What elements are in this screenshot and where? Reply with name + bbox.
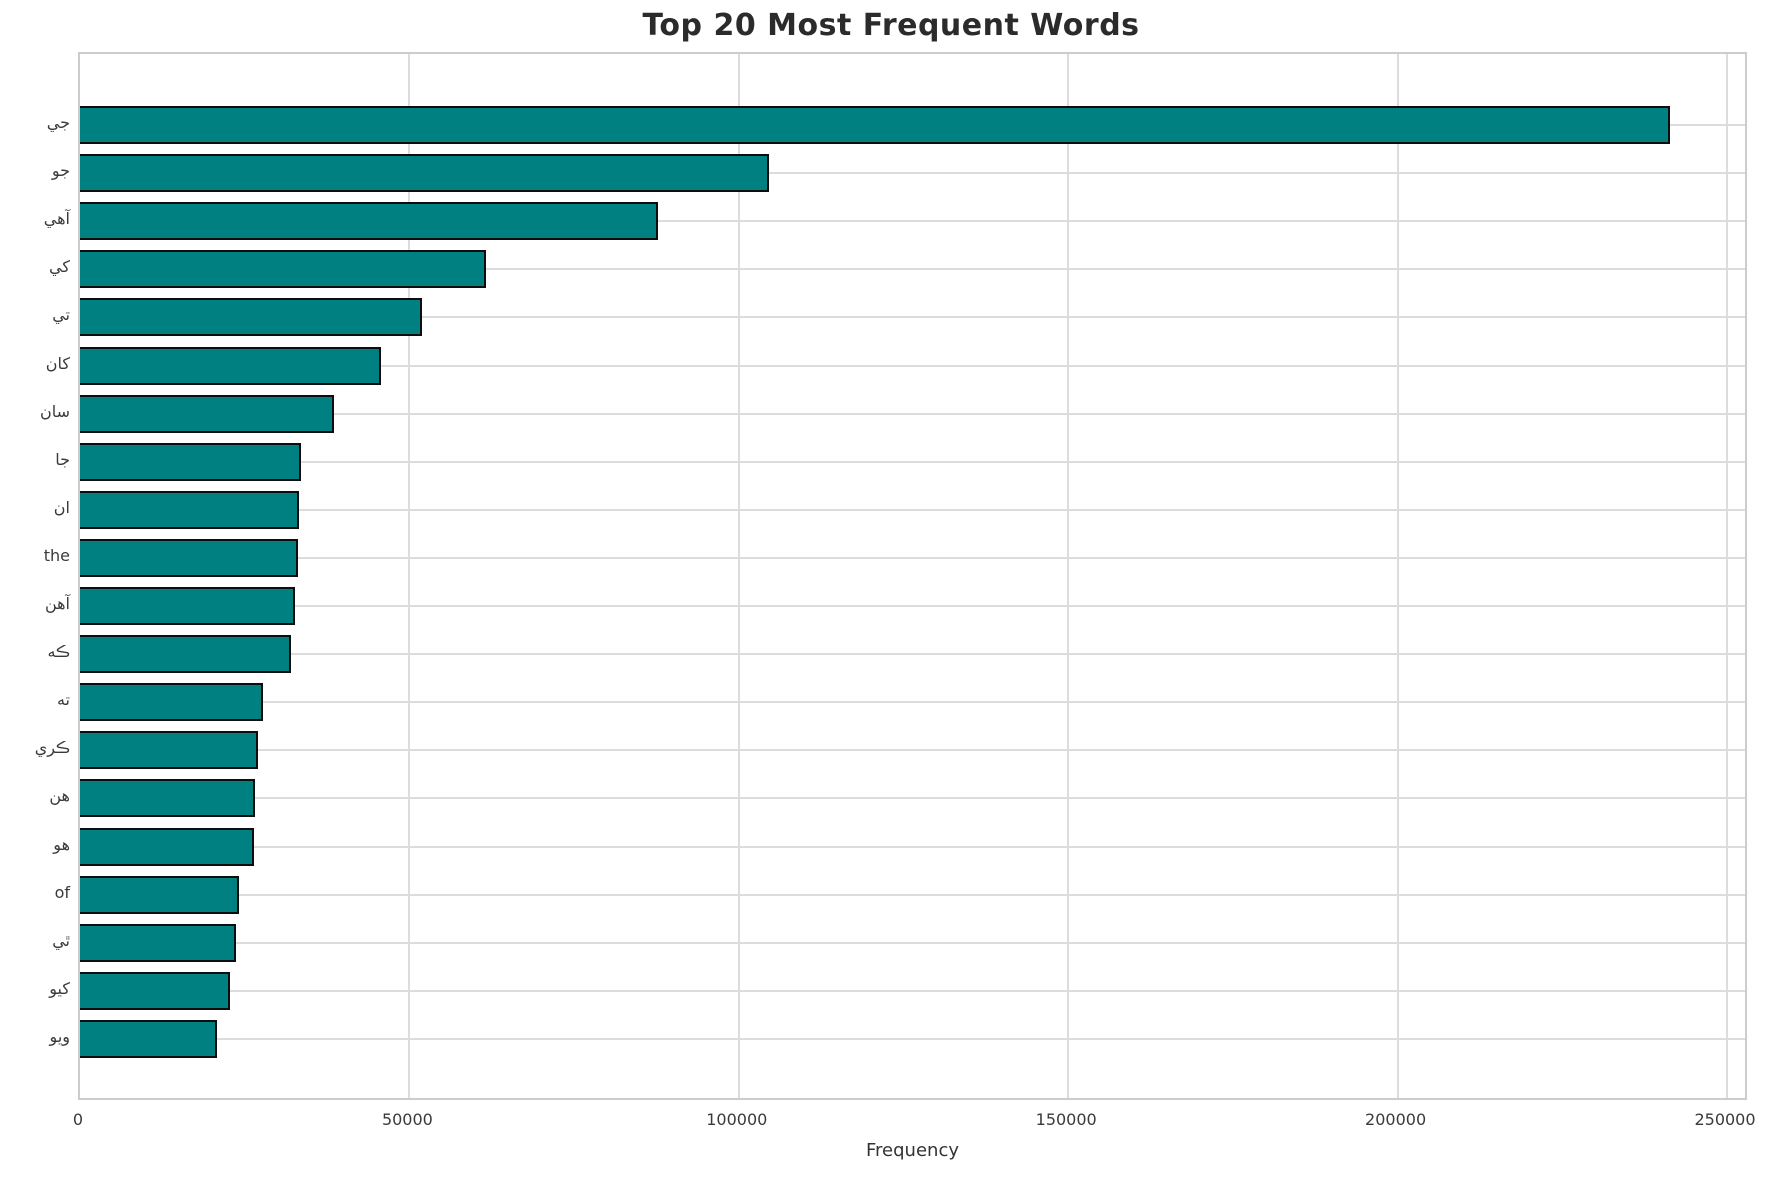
x-gridline (1726, 54, 1728, 1098)
y-tick-label: تي (52, 305, 70, 325)
y-gridline (80, 941, 1745, 944)
y-tick-label: کان (45, 353, 70, 373)
bar-1 (80, 106, 1670, 144)
y-gridline (80, 893, 1745, 896)
y-gridline (80, 797, 1745, 800)
y-tick-label: ته (56, 690, 70, 710)
x-gridline (737, 54, 740, 1098)
y-gridline (80, 268, 1745, 271)
bar-10 (80, 538, 299, 577)
x-gridline (1396, 54, 1399, 1098)
x-tick-label: 100000 (706, 1110, 768, 1129)
y-gridline (80, 508, 1745, 511)
x-axis-label: Frequency (866, 1140, 959, 1161)
bar-3 (80, 202, 658, 241)
bar-12 (80, 635, 292, 674)
y-gridline (80, 556, 1745, 559)
y-tick-label: آهي (43, 209, 70, 229)
bar-6 (80, 346, 382, 385)
bar-4 (80, 250, 486, 289)
y-gridline (80, 701, 1745, 704)
y-gridline (80, 220, 1745, 223)
y-gridline (80, 1037, 1745, 1040)
x-tick-label: 200000 (1365, 1110, 1427, 1129)
bar-14 (80, 731, 258, 770)
x-tick-label: 50000 (381, 1110, 433, 1129)
bar-5 (80, 298, 422, 337)
bar-7 (80, 394, 335, 433)
y-tick-label: هو (53, 834, 70, 854)
y-tick-label: ان (53, 497, 70, 517)
bar-19 (80, 971, 231, 1010)
y-tick-label: of (54, 882, 70, 902)
x-tick-label: 150000 (1035, 1110, 1097, 1129)
y-gridline (80, 845, 1745, 848)
bar-20 (80, 1019, 218, 1058)
bar-2 (80, 154, 770, 193)
y-tick-label: ڪه (47, 642, 70, 662)
bar-13 (80, 683, 264, 722)
x-tick-label: 0 (72, 1110, 84, 1129)
bar-18 (80, 923, 237, 962)
y-tick-label: ٿي (52, 930, 70, 950)
y-tick-label: کيو (49, 978, 70, 998)
x-tick-label: 250000 (1694, 1110, 1756, 1129)
bar-11 (80, 587, 296, 625)
bar-17 (80, 875, 239, 914)
y-gridline (80, 749, 1745, 752)
chart-title: Top 20 Most Frequent Words (642, 8, 1140, 43)
y-gridline (80, 316, 1745, 319)
plot-area (78, 52, 1747, 1100)
bar-8 (80, 442, 301, 481)
y-gridline (80, 460, 1745, 463)
y-tick-label: جو (51, 161, 70, 181)
x-gridline (408, 54, 411, 1098)
y-tick-label: ويو (49, 1026, 70, 1046)
y-gridline (80, 172, 1745, 175)
y-gridline (80, 605, 1745, 607)
bar-15 (80, 779, 255, 818)
y-gridline (80, 989, 1745, 992)
y-tick-label: ڪري (34, 738, 70, 758)
y-tick-label: سان (39, 401, 70, 421)
bar-16 (80, 827, 254, 866)
y-tick-label: the (43, 545, 70, 565)
y-tick-label: آهن (44, 594, 70, 613)
y-gridline (80, 364, 1745, 367)
y-gridline (80, 653, 1745, 656)
y-tick-label: کي (49, 257, 70, 277)
y-tick-label: هن (49, 786, 70, 806)
y-tick-label: جا (55, 449, 70, 469)
x-gridline (1067, 54, 1070, 1098)
bar-9 (80, 490, 300, 529)
y-gridline (80, 412, 1745, 415)
y-tick-label: جي (46, 113, 70, 132)
